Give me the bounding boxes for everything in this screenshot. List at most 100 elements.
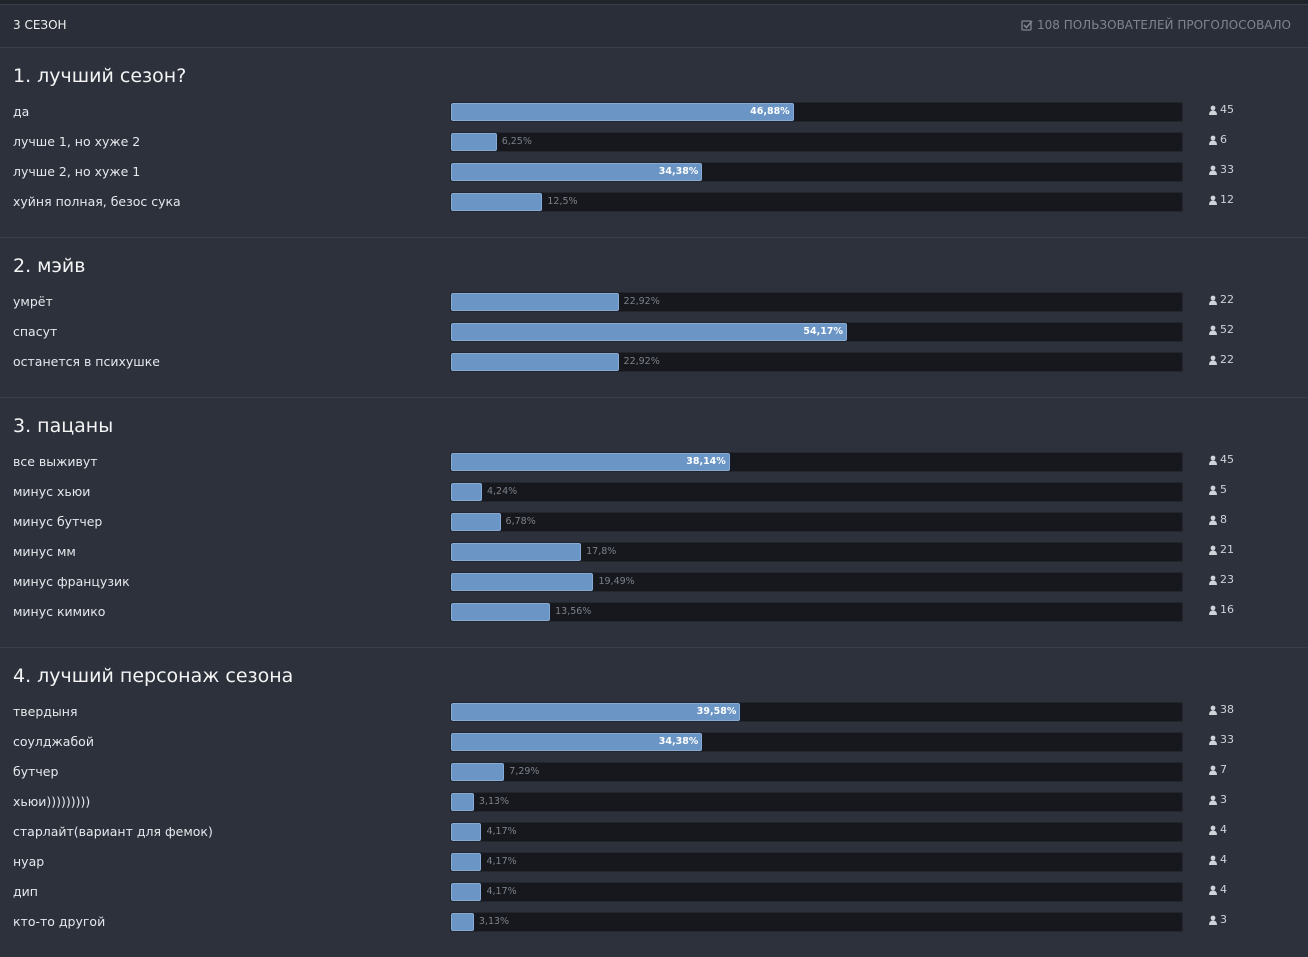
user-icon — [1209, 885, 1217, 895]
option-label: нуар — [13, 854, 45, 869]
option-label: умрёт — [13, 294, 53, 309]
user-icon — [1209, 455, 1217, 465]
option-label: минус хьюи — [13, 484, 91, 499]
option-label: минус бутчер — [13, 514, 103, 529]
poll-header: 3 СЕЗОН 108 ПОЛЬЗОВАТЕЛЕЙ ПРОГОЛОСОВАЛО — [0, 4, 1308, 48]
option-row: соулджабой 34,38% 33 — [0, 727, 1308, 757]
vote-number: 5 — [1220, 483, 1227, 496]
option-label: минус французик — [13, 574, 130, 589]
vote-count: 38 — [1209, 697, 1234, 723]
vote-count: 16 — [1209, 597, 1234, 623]
vote-number: 3 — [1220, 913, 1227, 926]
option-label: лучше 2, но хуже 1 — [13, 164, 141, 179]
bar-track: 34,38% — [450, 732, 1183, 752]
bar-track: 22,92% — [450, 352, 1183, 372]
user-icon — [1209, 295, 1217, 305]
percent-label: 7,29% — [509, 766, 540, 777]
user-icon — [1209, 325, 1217, 335]
user-icon — [1209, 135, 1217, 145]
question: 2. мэйв умрёт 22,92% 22 спасут 54,17% 52 остане… — [0, 238, 1308, 398]
vote-count: 4 — [1209, 817, 1227, 843]
bar-fill — [451, 823, 482, 841]
percent-label: 12,5% — [547, 196, 578, 207]
vote-number: 38 — [1220, 703, 1234, 716]
percent-label: 22,92% — [623, 356, 660, 367]
user-icon — [1209, 735, 1217, 745]
option-label: хуйня полная, безос сука — [13, 194, 181, 209]
option-label: минус кимико — [13, 604, 106, 619]
option-row: да 46,88% 45 — [0, 97, 1308, 127]
option-row: спасут 54,17% 52 — [0, 317, 1308, 347]
bar-fill — [451, 193, 543, 211]
questions: 1. лучший сезон? да 46,88% 45 лучше 1, но ху… — [0, 48, 1308, 957]
vote-count: 7 — [1209, 757, 1227, 783]
vote-number: 4 — [1220, 883, 1227, 896]
check-icon — [1021, 20, 1033, 31]
percent-label: 3,13% — [478, 916, 510, 927]
vote-number: 33 — [1220, 733, 1234, 746]
bar-fill — [451, 573, 594, 591]
vote-count: 4 — [1209, 847, 1227, 873]
vote-number: 23 — [1220, 573, 1234, 586]
user-icon — [1209, 825, 1217, 835]
vote-count: 22 — [1209, 287, 1234, 313]
vote-number: 4 — [1220, 823, 1227, 836]
question-title: 1. лучший сезон? — [13, 65, 187, 87]
bar-track: 46,88% — [450, 102, 1183, 122]
option-label: дип — [13, 884, 38, 899]
vote-count: 21 — [1209, 537, 1234, 563]
option-row: хьюи))))))))) 3,13% 3 — [0, 787, 1308, 817]
user-icon — [1209, 705, 1217, 715]
option-row: минус мм 17,8% 21 — [0, 537, 1308, 567]
vote-number: 8 — [1220, 513, 1227, 526]
bar-track: 4,17% — [450, 852, 1183, 872]
option-row: лучше 1, но хуже 2 6,25% 6 — [0, 127, 1308, 157]
user-icon — [1209, 355, 1217, 365]
percent-label: 34,38% — [658, 736, 699, 747]
bar-fill — [451, 483, 482, 501]
user-icon — [1209, 515, 1217, 525]
option-row: минус бутчер 6,78% 8 — [0, 507, 1308, 537]
bar-fill — [451, 543, 582, 561]
option-label: соулджабой — [13, 734, 94, 749]
vote-number: 4 — [1220, 853, 1227, 866]
percent-label: 4,17% — [486, 886, 517, 897]
bar-fill — [451, 763, 505, 781]
vote-number: 3 — [1220, 793, 1227, 806]
vote-count: 33 — [1209, 157, 1234, 183]
bar-fill — [451, 733, 703, 751]
voters-info: 108 ПОЛЬЗОВАТЕЛЕЙ ПРОГОЛОСОВАЛО — [1021, 18, 1291, 32]
vote-count: 6 — [1209, 127, 1227, 153]
option-label: спасут — [13, 324, 58, 339]
question: 1. лучший сезон? да 46,88% 45 лучше 1, но ху… — [0, 48, 1308, 238]
vote-number: 12 — [1220, 193, 1234, 206]
vote-count: 3 — [1209, 787, 1227, 813]
vote-number: 33 — [1220, 163, 1234, 176]
bar-track: 38,14% — [450, 452, 1183, 472]
user-icon — [1209, 105, 1217, 115]
vote-count: 52 — [1209, 317, 1234, 343]
bar-track: 13,56% — [450, 602, 1183, 622]
option-row: минус французик 19,49% 23 — [0, 567, 1308, 597]
vote-number: 7 — [1220, 763, 1227, 776]
bar-track: 6,25% — [450, 132, 1183, 152]
percent-label: 17,8% — [586, 546, 617, 557]
vote-number: 22 — [1220, 293, 1234, 306]
bar-track: 39,58% — [450, 702, 1183, 722]
bar-fill — [451, 323, 847, 341]
bar-fill — [451, 163, 703, 181]
percent-label: 4,17% — [486, 826, 517, 837]
option-row: бутчер 7,29% 7 — [0, 757, 1308, 787]
bar-fill — [451, 883, 482, 901]
bar-fill — [451, 513, 501, 531]
vote-number: 52 — [1220, 323, 1234, 336]
percent-label: 6,78% — [505, 516, 536, 527]
option-row: нуар 4,17% 4 — [0, 847, 1308, 877]
percent-label: 13,56% — [555, 606, 592, 617]
vote-count: 45 — [1209, 447, 1234, 473]
user-icon — [1209, 195, 1217, 205]
question-title: 4. лучший персонаж сезона — [13, 665, 294, 687]
bar-fill — [451, 793, 474, 811]
option-label: лучше 1, но хуже 2 — [13, 134, 141, 149]
user-icon — [1209, 575, 1217, 585]
